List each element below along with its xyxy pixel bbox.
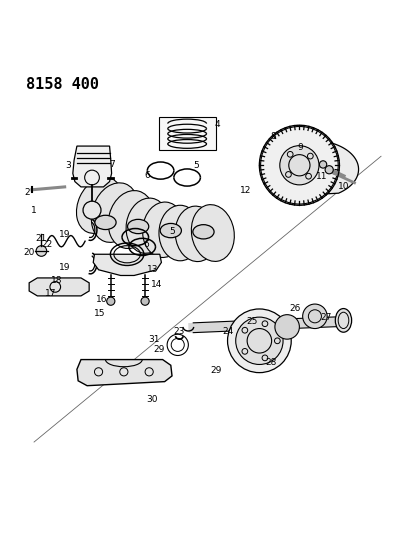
Text: 6: 6 [143,239,149,248]
Circle shape [36,246,47,256]
Text: 9: 9 [297,143,303,152]
Ellipse shape [335,309,352,332]
Circle shape [107,297,115,305]
Text: 13: 13 [147,265,158,274]
Circle shape [261,126,338,204]
Text: 3: 3 [65,161,71,170]
Ellipse shape [127,220,149,233]
Circle shape [319,161,327,168]
Circle shape [275,314,299,339]
Text: 8158 400: 8158 400 [26,77,99,92]
Polygon shape [77,360,172,386]
Text: 5: 5 [194,161,199,170]
Circle shape [83,201,101,219]
Text: 25: 25 [247,317,258,326]
Ellipse shape [160,223,181,238]
Text: 8: 8 [270,132,276,141]
Polygon shape [265,140,358,196]
Text: 5: 5 [169,227,175,236]
Circle shape [228,309,291,373]
Text: 20: 20 [23,248,35,257]
Ellipse shape [175,206,218,262]
Text: 30: 30 [147,394,158,403]
Ellipse shape [143,202,185,257]
Ellipse shape [95,215,116,230]
Text: 2: 2 [24,188,30,197]
Text: 1: 1 [31,206,37,215]
Text: 14: 14 [151,280,162,289]
Polygon shape [159,117,216,150]
Text: 29: 29 [210,366,222,375]
Text: 7: 7 [109,160,115,169]
Circle shape [280,146,319,185]
Text: 26: 26 [290,304,301,313]
Ellipse shape [246,341,286,365]
Ellipse shape [126,198,169,253]
Circle shape [302,304,327,328]
Polygon shape [29,278,89,296]
Text: 28: 28 [265,358,277,367]
Circle shape [141,297,149,305]
Text: 19: 19 [59,230,70,239]
Ellipse shape [193,224,214,239]
Ellipse shape [192,205,234,261]
Text: 6: 6 [145,172,150,180]
Text: 23: 23 [173,327,185,336]
Text: 24: 24 [222,327,233,336]
Text: 10: 10 [338,182,349,191]
Text: 15: 15 [94,309,105,318]
Text: 18: 18 [51,276,62,285]
Circle shape [325,166,333,174]
Ellipse shape [91,183,139,243]
Text: 22: 22 [42,239,53,248]
Ellipse shape [76,177,122,233]
Text: 21: 21 [36,234,47,243]
Text: 27: 27 [320,313,332,322]
Text: 17: 17 [45,288,56,297]
Text: 29: 29 [153,345,164,354]
Ellipse shape [108,191,154,248]
Text: 16: 16 [96,295,107,304]
Text: 19: 19 [59,263,70,272]
Polygon shape [73,146,112,187]
Text: 31: 31 [149,335,160,344]
Text: 12: 12 [240,187,251,196]
Text: 11: 11 [316,172,328,181]
Text: 4: 4 [214,120,220,129]
Ellipse shape [159,205,201,261]
Polygon shape [93,254,162,276]
Circle shape [236,317,283,365]
